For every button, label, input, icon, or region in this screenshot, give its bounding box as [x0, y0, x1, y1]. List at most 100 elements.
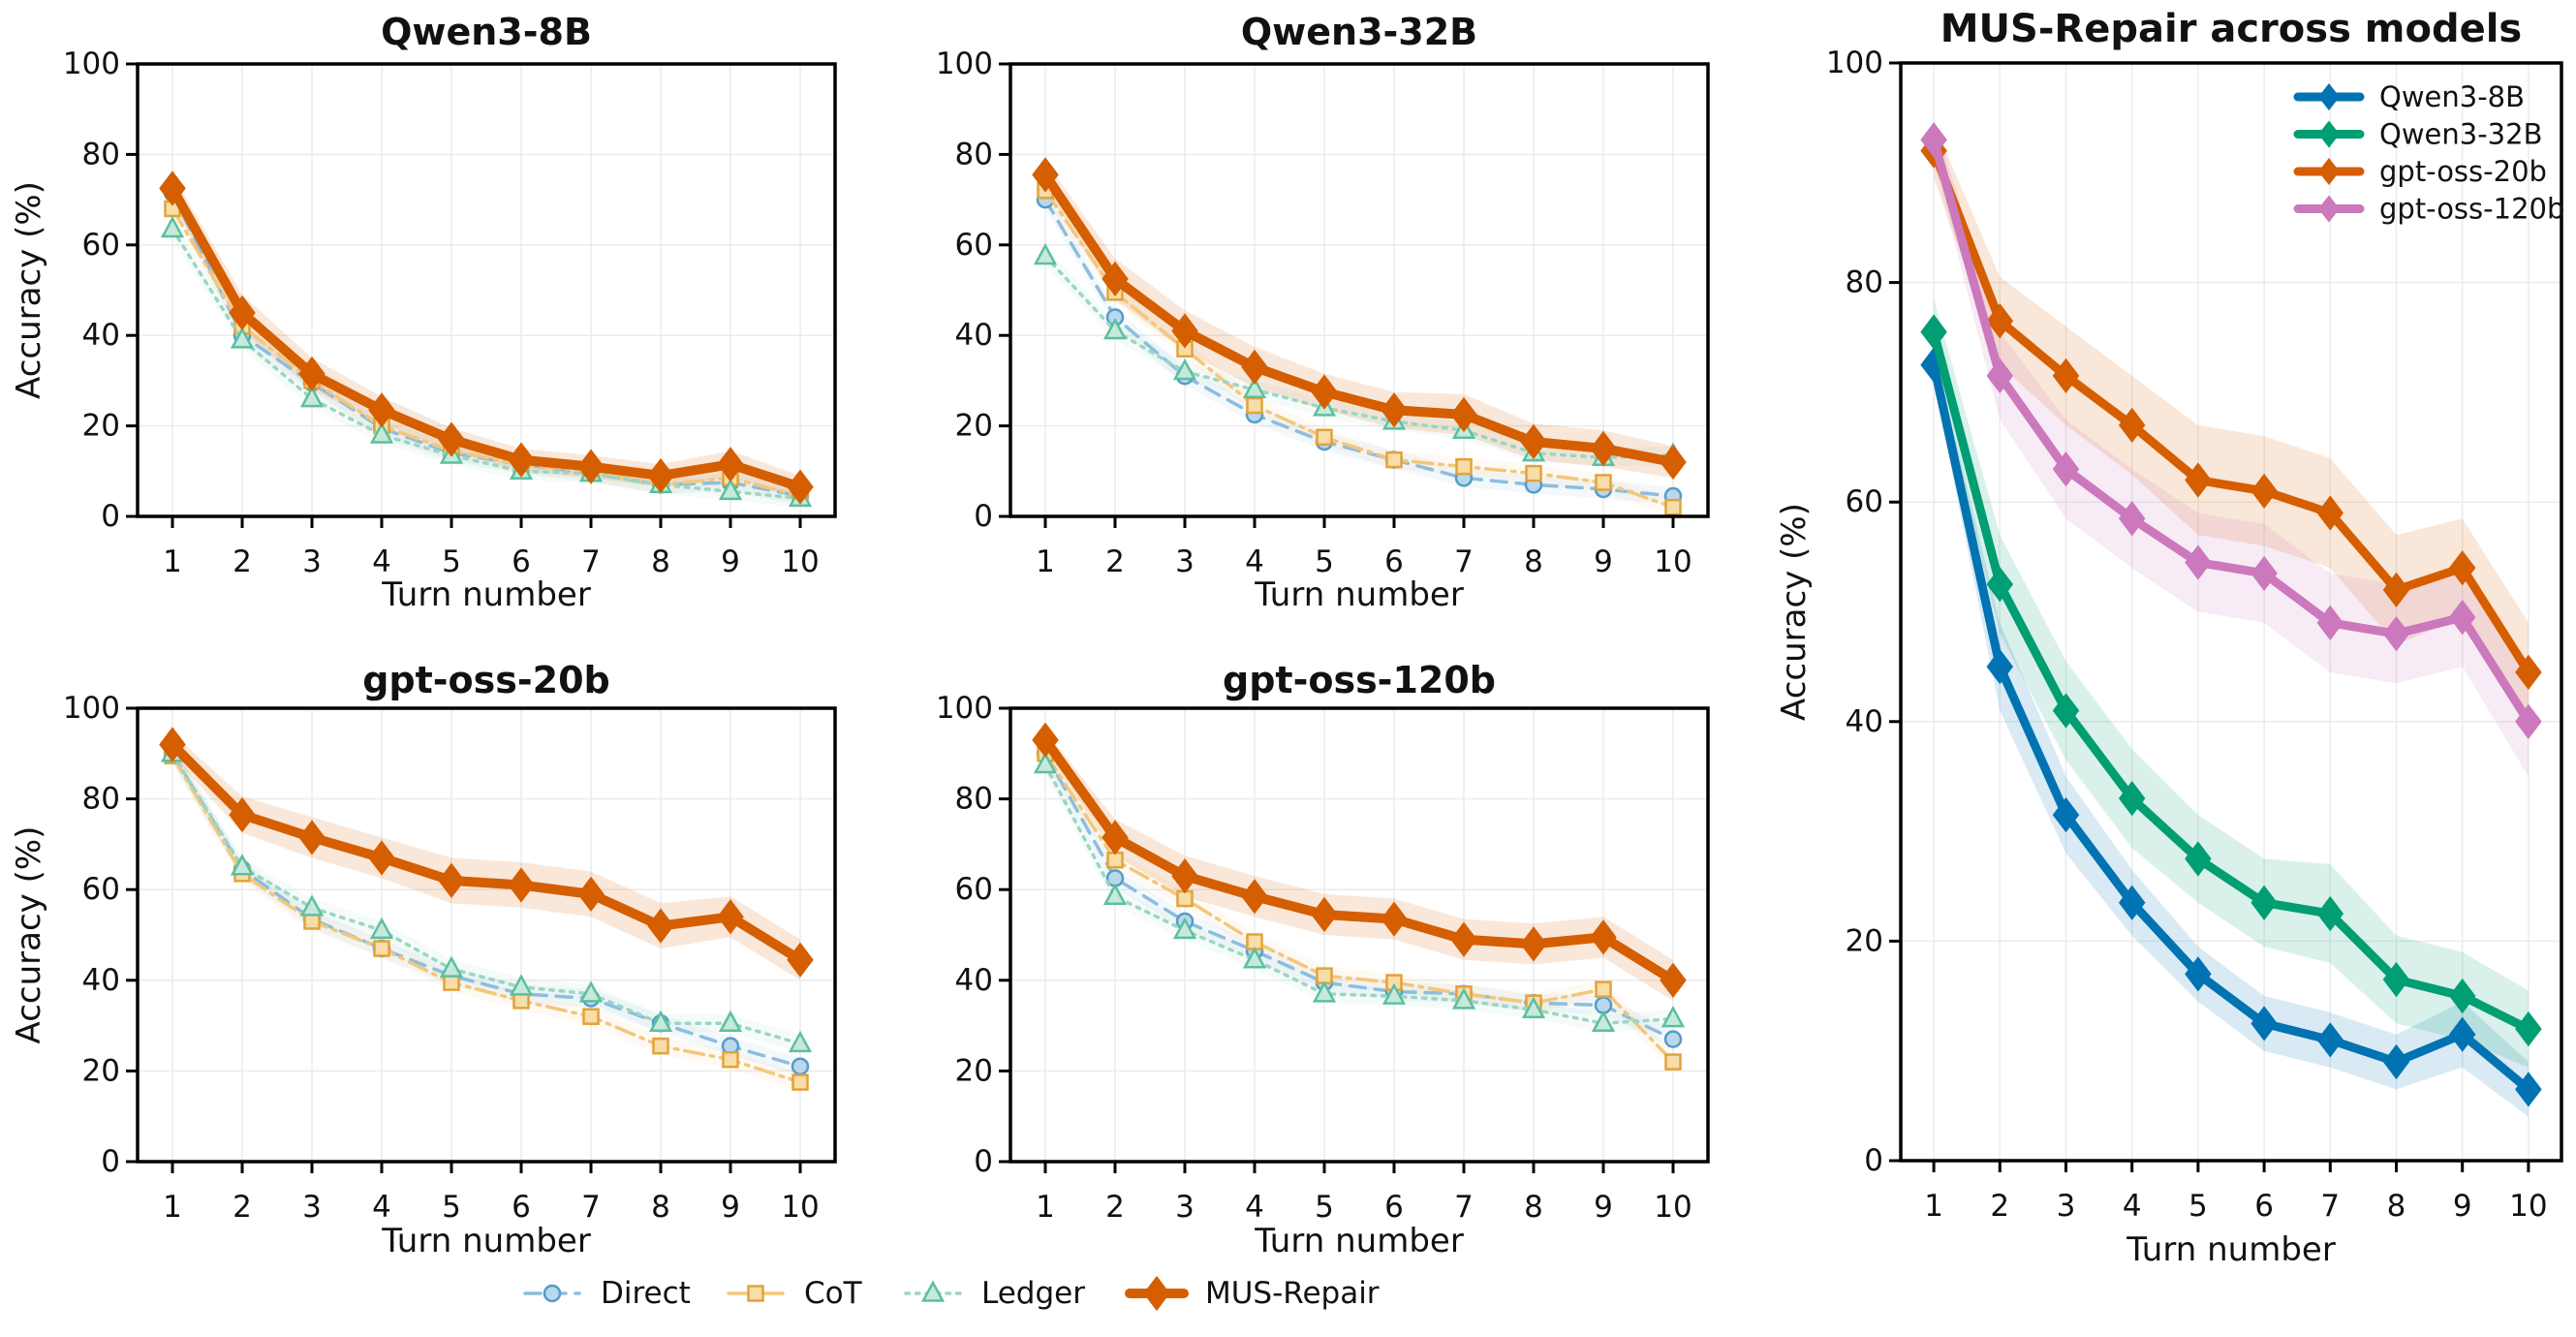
- bottom-methods-legend: Direct CoT Ledger MUS-Repair: [523, 1275, 1380, 1312]
- x-tick-label: 5: [442, 544, 461, 579]
- data-point-marker-cot: [303, 913, 321, 930]
- x-tick-label: 10: [781, 1190, 819, 1225]
- diamond-marker-icon: [2318, 158, 2340, 185]
- data-point-marker-cot: [373, 940, 390, 957]
- y-tick-label: 40: [82, 963, 120, 998]
- x-tick-label: 2: [1105, 1190, 1125, 1225]
- data-point-marker-mus-repair: [787, 942, 814, 978]
- data-point-marker-mus-repair: [1660, 444, 1687, 481]
- x-tick-label: 2: [1990, 1189, 2009, 1224]
- data-point-marker-qwen3-8b: [2185, 956, 2212, 992]
- data-point-marker-mus-repair: [577, 876, 605, 913]
- y-tick-label: 20: [955, 1053, 993, 1088]
- data-point-marker-ledger: [718, 478, 743, 501]
- series-line-cot: [1043, 752, 1675, 1064]
- data-point-marker-mus-repair: [1450, 921, 1477, 957]
- data-point-marker-mus-repair: [717, 447, 744, 482]
- data-point-marker-mus-repair: [159, 171, 186, 206]
- y-axis-label: Accuracy (%): [10, 181, 48, 399]
- x-tick-label: 10: [1654, 1190, 1691, 1225]
- data-point-marker-direct: [791, 1057, 810, 1075]
- series-line-direct: [1043, 198, 1675, 498]
- data-point-marker-ledger: [1312, 980, 1337, 1003]
- data-point-marker-qwen3-8b: [2448, 1016, 2476, 1052]
- series-line-ledger: [171, 752, 802, 1046]
- panel-title: Qwen3-32B: [1241, 11, 1477, 53]
- x-tick-label: 2: [233, 544, 252, 579]
- series-line-mus-repair: [168, 739, 805, 965]
- y-axis-label: Accuracy (%): [1775, 503, 1814, 721]
- series-line-direct: [171, 752, 802, 1069]
- y-tick-label: 60: [82, 228, 120, 263]
- x-tick-label: 10: [781, 544, 819, 579]
- panel-title: gpt-oss-120b: [1223, 659, 1496, 701]
- x-tick-label: 2: [233, 1190, 252, 1225]
- data-point-marker-cot: [722, 1050, 739, 1069]
- y-tick-label: 80: [82, 782, 120, 817]
- legend-item-label: Qwen3-8B: [2379, 80, 2525, 113]
- y-tick-label: 80: [955, 782, 993, 817]
- data-point-marker-ledger: [648, 1010, 673, 1033]
- data-point-marker-gpt-oss-120b: [2382, 616, 2410, 652]
- data-point-marker-gpt-oss-20b: [1986, 303, 2014, 339]
- x-tick-label: 1: [163, 1190, 182, 1225]
- x-tick-label: 9: [1594, 1190, 1613, 1225]
- confidence-band-mus-repair: [1045, 731, 1673, 1001]
- x-tick-label: 8: [651, 544, 670, 579]
- y-tick-label: 80: [1846, 265, 1883, 300]
- data-point-marker-qwen3-32b: [2250, 885, 2278, 920]
- x-tick-label: 3: [1175, 544, 1195, 579]
- data-point-marker-gpt-oss-20b: [2515, 654, 2542, 690]
- y-tick-label: 80: [955, 137, 993, 171]
- data-point-marker-ledger: [1102, 883, 1128, 905]
- x-tick-label: 2: [1105, 544, 1125, 579]
- x-tick-label: 9: [1594, 544, 1613, 579]
- data-point-marker-mus-repair: [1032, 157, 1059, 193]
- axes-spines: [1009, 62, 1710, 518]
- data-point-marker-ledger: [230, 326, 255, 349]
- data-point-marker-ledger: [299, 385, 325, 408]
- y-tick-label: 20: [955, 409, 993, 444]
- data-point-marker-ledger: [1242, 947, 1267, 969]
- x-axis-label: Turn number: [381, 1222, 591, 1260]
- y-tick-label: 20: [1846, 923, 1883, 958]
- y-tick-label: 40: [955, 318, 993, 353]
- y-tick-label: 20: [82, 409, 120, 444]
- data-point-marker-qwen3-8b: [2382, 1043, 2410, 1080]
- data-point-marker-gpt-oss-20b: [2316, 495, 2344, 531]
- x-tick-label: 7: [1454, 1190, 1474, 1225]
- legend-item-label: Ledger: [981, 1276, 1085, 1311]
- legend-item-label: MUS-Repair: [1205, 1276, 1380, 1311]
- data-point-marker-gpt-oss-120b: [2515, 703, 2542, 739]
- data-point-marker-gpt-oss-20b: [2448, 550, 2476, 586]
- y-tick-label: 0: [974, 1144, 993, 1179]
- data-point-marker-ledger: [439, 955, 464, 978]
- data-point-marker-qwen3-32b: [1920, 314, 1947, 350]
- data-point-marker-mus-repair: [647, 457, 674, 494]
- x-tick-label: 8: [1524, 1190, 1543, 1225]
- data-point-marker-ledger: [160, 215, 185, 238]
- x-axis-label: Turn number: [2126, 1230, 2336, 1269]
- data-point-marker-mus-repair: [508, 867, 535, 903]
- y-tick-label: 40: [82, 318, 120, 353]
- x-tick-label: 4: [372, 1190, 391, 1225]
- x-axis-label: Turn number: [1254, 1222, 1464, 1260]
- data-point-marker-cot: [1455, 457, 1473, 476]
- data-point-marker-mus-repair: [1520, 423, 1547, 460]
- data-point-marker-mus-repair: [1241, 349, 1268, 386]
- data-point-marker-qwen3-8b: [1986, 648, 2014, 685]
- x-tick-label: 3: [1175, 1190, 1195, 1225]
- data-point-marker-mus-repair: [1171, 313, 1198, 349]
- data-point-marker-gpt-oss-120b: [2448, 600, 2476, 636]
- x-tick-label: 6: [512, 544, 531, 579]
- data-point-marker-qwen3-32b: [2185, 841, 2212, 877]
- data-point-marker-cot: [1246, 396, 1263, 415]
- data-point-marker-qwen3-32b: [2118, 780, 2146, 817]
- diamond-marker-icon: [2318, 195, 2340, 223]
- x-tick-label: 10: [2509, 1189, 2547, 1224]
- data-point-marker-qwen3-8b: [2118, 885, 2146, 920]
- data-point-marker-gpt-oss-20b: [2118, 407, 2146, 444]
- diamond-marker-icon: [2318, 83, 2340, 110]
